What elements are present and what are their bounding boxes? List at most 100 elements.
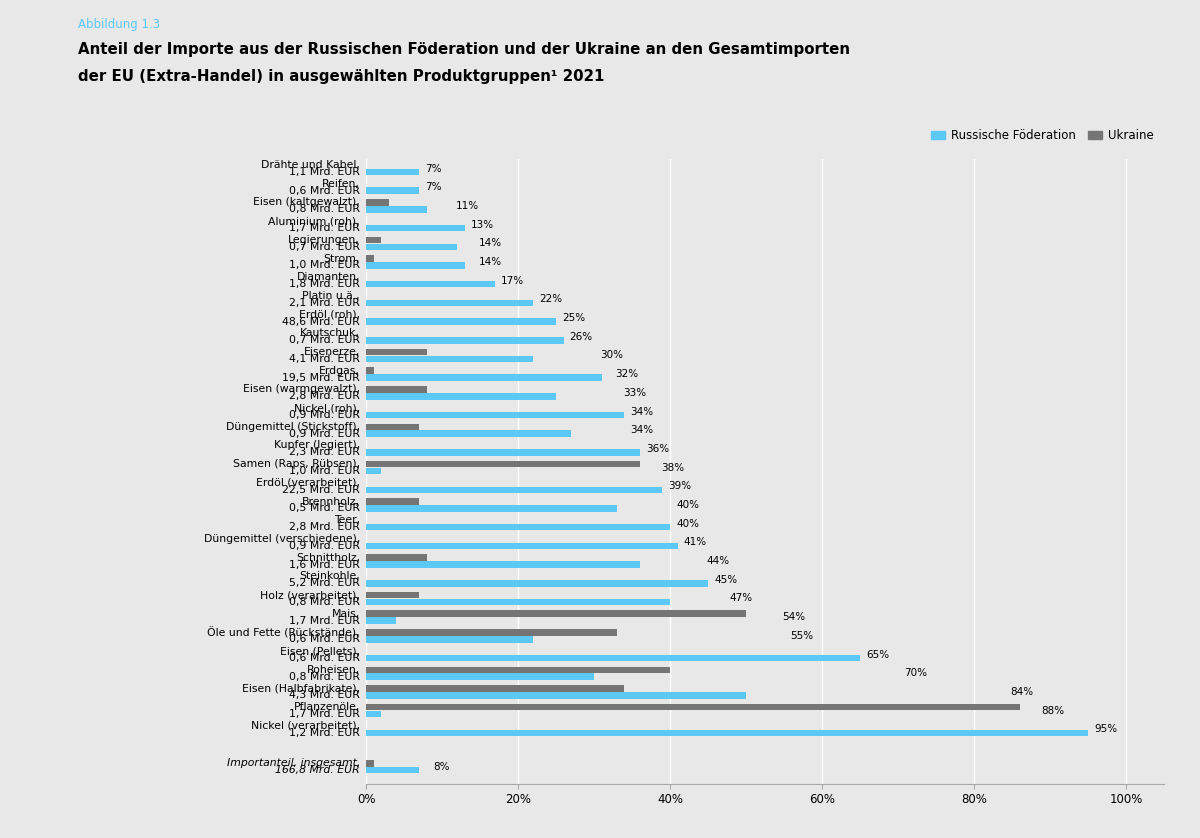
Bar (366, 598, 670, 605)
Text: 0,6 Mrd. EUR: 0,6 Mrd. EUR (289, 186, 360, 196)
Text: 1,1 Mrd. EUR: 1,1 Mrd. EUR (289, 167, 360, 177)
Text: 95%: 95% (1094, 724, 1117, 734)
Legend: Russische Föderation, Ukraine: Russische Föderation, Ukraine (926, 125, 1158, 147)
Text: Strom,: Strom, (324, 254, 360, 264)
Text: 33%: 33% (623, 388, 646, 398)
Text: 34%: 34% (630, 406, 654, 416)
Text: 1,0 Mrd. EUR: 1,0 Mrd. EUR (289, 466, 360, 476)
Text: 4,1 Mrd. EUR: 4,1 Mrd. EUR (289, 354, 360, 364)
Bar (366, 431, 571, 437)
Text: 14%: 14% (479, 257, 502, 267)
Bar (366, 468, 382, 474)
Bar (366, 355, 533, 362)
Text: 36%: 36% (646, 444, 668, 454)
Text: Eisenerze,: Eisenerze, (304, 347, 360, 357)
Text: 88%: 88% (1040, 706, 1064, 716)
Text: 26%: 26% (570, 332, 593, 342)
Bar (366, 561, 640, 568)
Text: Samen (Raps, Rübsen),: Samen (Raps, Rübsen), (233, 459, 360, 469)
Text: 39%: 39% (668, 481, 691, 491)
Text: Anteil der Importe aus der Russischen Föderation und der Ukraine an den Gesamtim: Anteil der Importe aus der Russischen Fö… (78, 42, 850, 57)
Text: 41%: 41% (684, 537, 707, 547)
Text: Teer,: Teer, (334, 515, 360, 525)
Text: 70%: 70% (904, 668, 928, 678)
Text: Roheisen,: Roheisen, (307, 665, 360, 675)
Bar (366, 760, 373, 767)
Text: Düngemittel (verschiedene),: Düngemittel (verschiedene), (204, 534, 360, 544)
Text: 48,6 Mrd. EUR: 48,6 Mrd. EUR (282, 317, 360, 327)
Bar (366, 654, 860, 661)
Text: 1,7 Mrd. EUR: 1,7 Mrd. EUR (289, 223, 360, 233)
Bar (366, 505, 617, 512)
Text: 40%: 40% (676, 500, 700, 510)
Bar (366, 767, 419, 773)
Text: Erdöl (verarbeitet),: Erdöl (verarbeitet), (256, 478, 360, 488)
Text: 7%: 7% (425, 182, 442, 192)
Text: 0,8 Mrd. EUR: 0,8 Mrd. EUR (289, 672, 360, 681)
Bar (366, 300, 533, 306)
Text: 0,6 Mrd. EUR: 0,6 Mrd. EUR (289, 634, 360, 644)
Text: 47%: 47% (730, 593, 752, 603)
Text: 22%: 22% (539, 294, 563, 304)
Text: 40%: 40% (676, 519, 700, 529)
Text: 14%: 14% (479, 238, 502, 248)
Text: 1,8 Mrd. EUR: 1,8 Mrd. EUR (289, 279, 360, 289)
Bar (366, 337, 564, 344)
Text: Drähte und Kabel,: Drähte und Kabel, (262, 160, 360, 170)
Bar (366, 386, 427, 393)
Text: 38%: 38% (661, 463, 684, 473)
Text: 30%: 30% (600, 350, 623, 360)
Bar (366, 375, 601, 381)
Bar (366, 704, 1020, 711)
Text: 22,5 Mrd. EUR: 22,5 Mrd. EUR (282, 485, 360, 494)
Bar (366, 730, 1088, 736)
Text: Eisen (Halbfabrikate),: Eisen (Halbfabrikate), (241, 684, 360, 694)
Bar (366, 449, 640, 456)
Text: Erdgas,: Erdgas, (319, 365, 360, 375)
Text: 11%: 11% (456, 201, 479, 211)
Text: 19,5 Mrd. EUR: 19,5 Mrd. EUR (282, 373, 360, 383)
Bar (366, 542, 678, 549)
Bar (366, 685, 624, 691)
Text: der EU (Extra-Handel) in ausgewählten Produktgruppen¹ 2021: der EU (Extra-Handel) in ausgewählten Pr… (78, 69, 605, 84)
Bar (366, 262, 464, 269)
Bar (366, 629, 617, 636)
Bar (366, 318, 556, 325)
Bar (366, 168, 419, 175)
Bar (366, 393, 556, 400)
Text: 0,5 Mrd. EUR: 0,5 Mrd. EUR (289, 504, 360, 514)
Text: 2,3 Mrd. EUR: 2,3 Mrd. EUR (289, 447, 360, 458)
Text: Steinkohle,: Steinkohle, (299, 572, 360, 582)
Bar (366, 411, 624, 418)
Text: 55%: 55% (790, 631, 814, 641)
Text: Pflanzenöle,: Pflanzenöle, (294, 702, 360, 712)
Text: Abbildung 1.3: Abbildung 1.3 (78, 18, 160, 32)
Text: 0,7 Mrd. EUR: 0,7 Mrd. EUR (289, 242, 360, 251)
Bar (366, 199, 389, 206)
Text: 2,8 Mrd. EUR: 2,8 Mrd. EUR (289, 391, 360, 401)
Text: Mais,: Mais, (331, 608, 360, 618)
Bar (366, 461, 640, 468)
Bar (366, 206, 427, 213)
Bar (366, 674, 594, 680)
Text: Eisen (warmgewalzt),: Eisen (warmgewalzt), (242, 385, 360, 395)
Text: Öle und Fette (Rückstände),: Öle und Fette (Rückstände), (208, 627, 360, 638)
Bar (366, 666, 670, 673)
Text: 1,7 Mrd. EUR: 1,7 Mrd. EUR (289, 616, 360, 626)
Text: Brennholz,: Brennholz, (301, 497, 360, 506)
Text: 32%: 32% (616, 370, 638, 379)
Text: Legierungen,: Legierungen, (288, 235, 360, 245)
Text: Platin u.ä.,: Platin u.ä., (302, 291, 360, 301)
Text: 0,6 Mrd. EUR: 0,6 Mrd. EUR (289, 653, 360, 663)
Text: 1,6 Mrd. EUR: 1,6 Mrd. EUR (289, 560, 360, 570)
Text: 1,2 Mrd. EUR: 1,2 Mrd. EUR (289, 727, 360, 737)
Bar (366, 711, 382, 717)
Text: 0,8 Mrd. EUR: 0,8 Mrd. EUR (289, 597, 360, 607)
Text: 44%: 44% (707, 556, 730, 566)
Text: Erdöl (roh),: Erdöl (roh), (299, 310, 360, 319)
Bar (366, 580, 708, 587)
Text: Eisen (kaltgewalzt),: Eisen (kaltgewalzt), (253, 198, 360, 208)
Text: 65%: 65% (866, 649, 889, 660)
Bar (366, 423, 419, 430)
Text: Diamanten,: Diamanten, (296, 272, 360, 282)
